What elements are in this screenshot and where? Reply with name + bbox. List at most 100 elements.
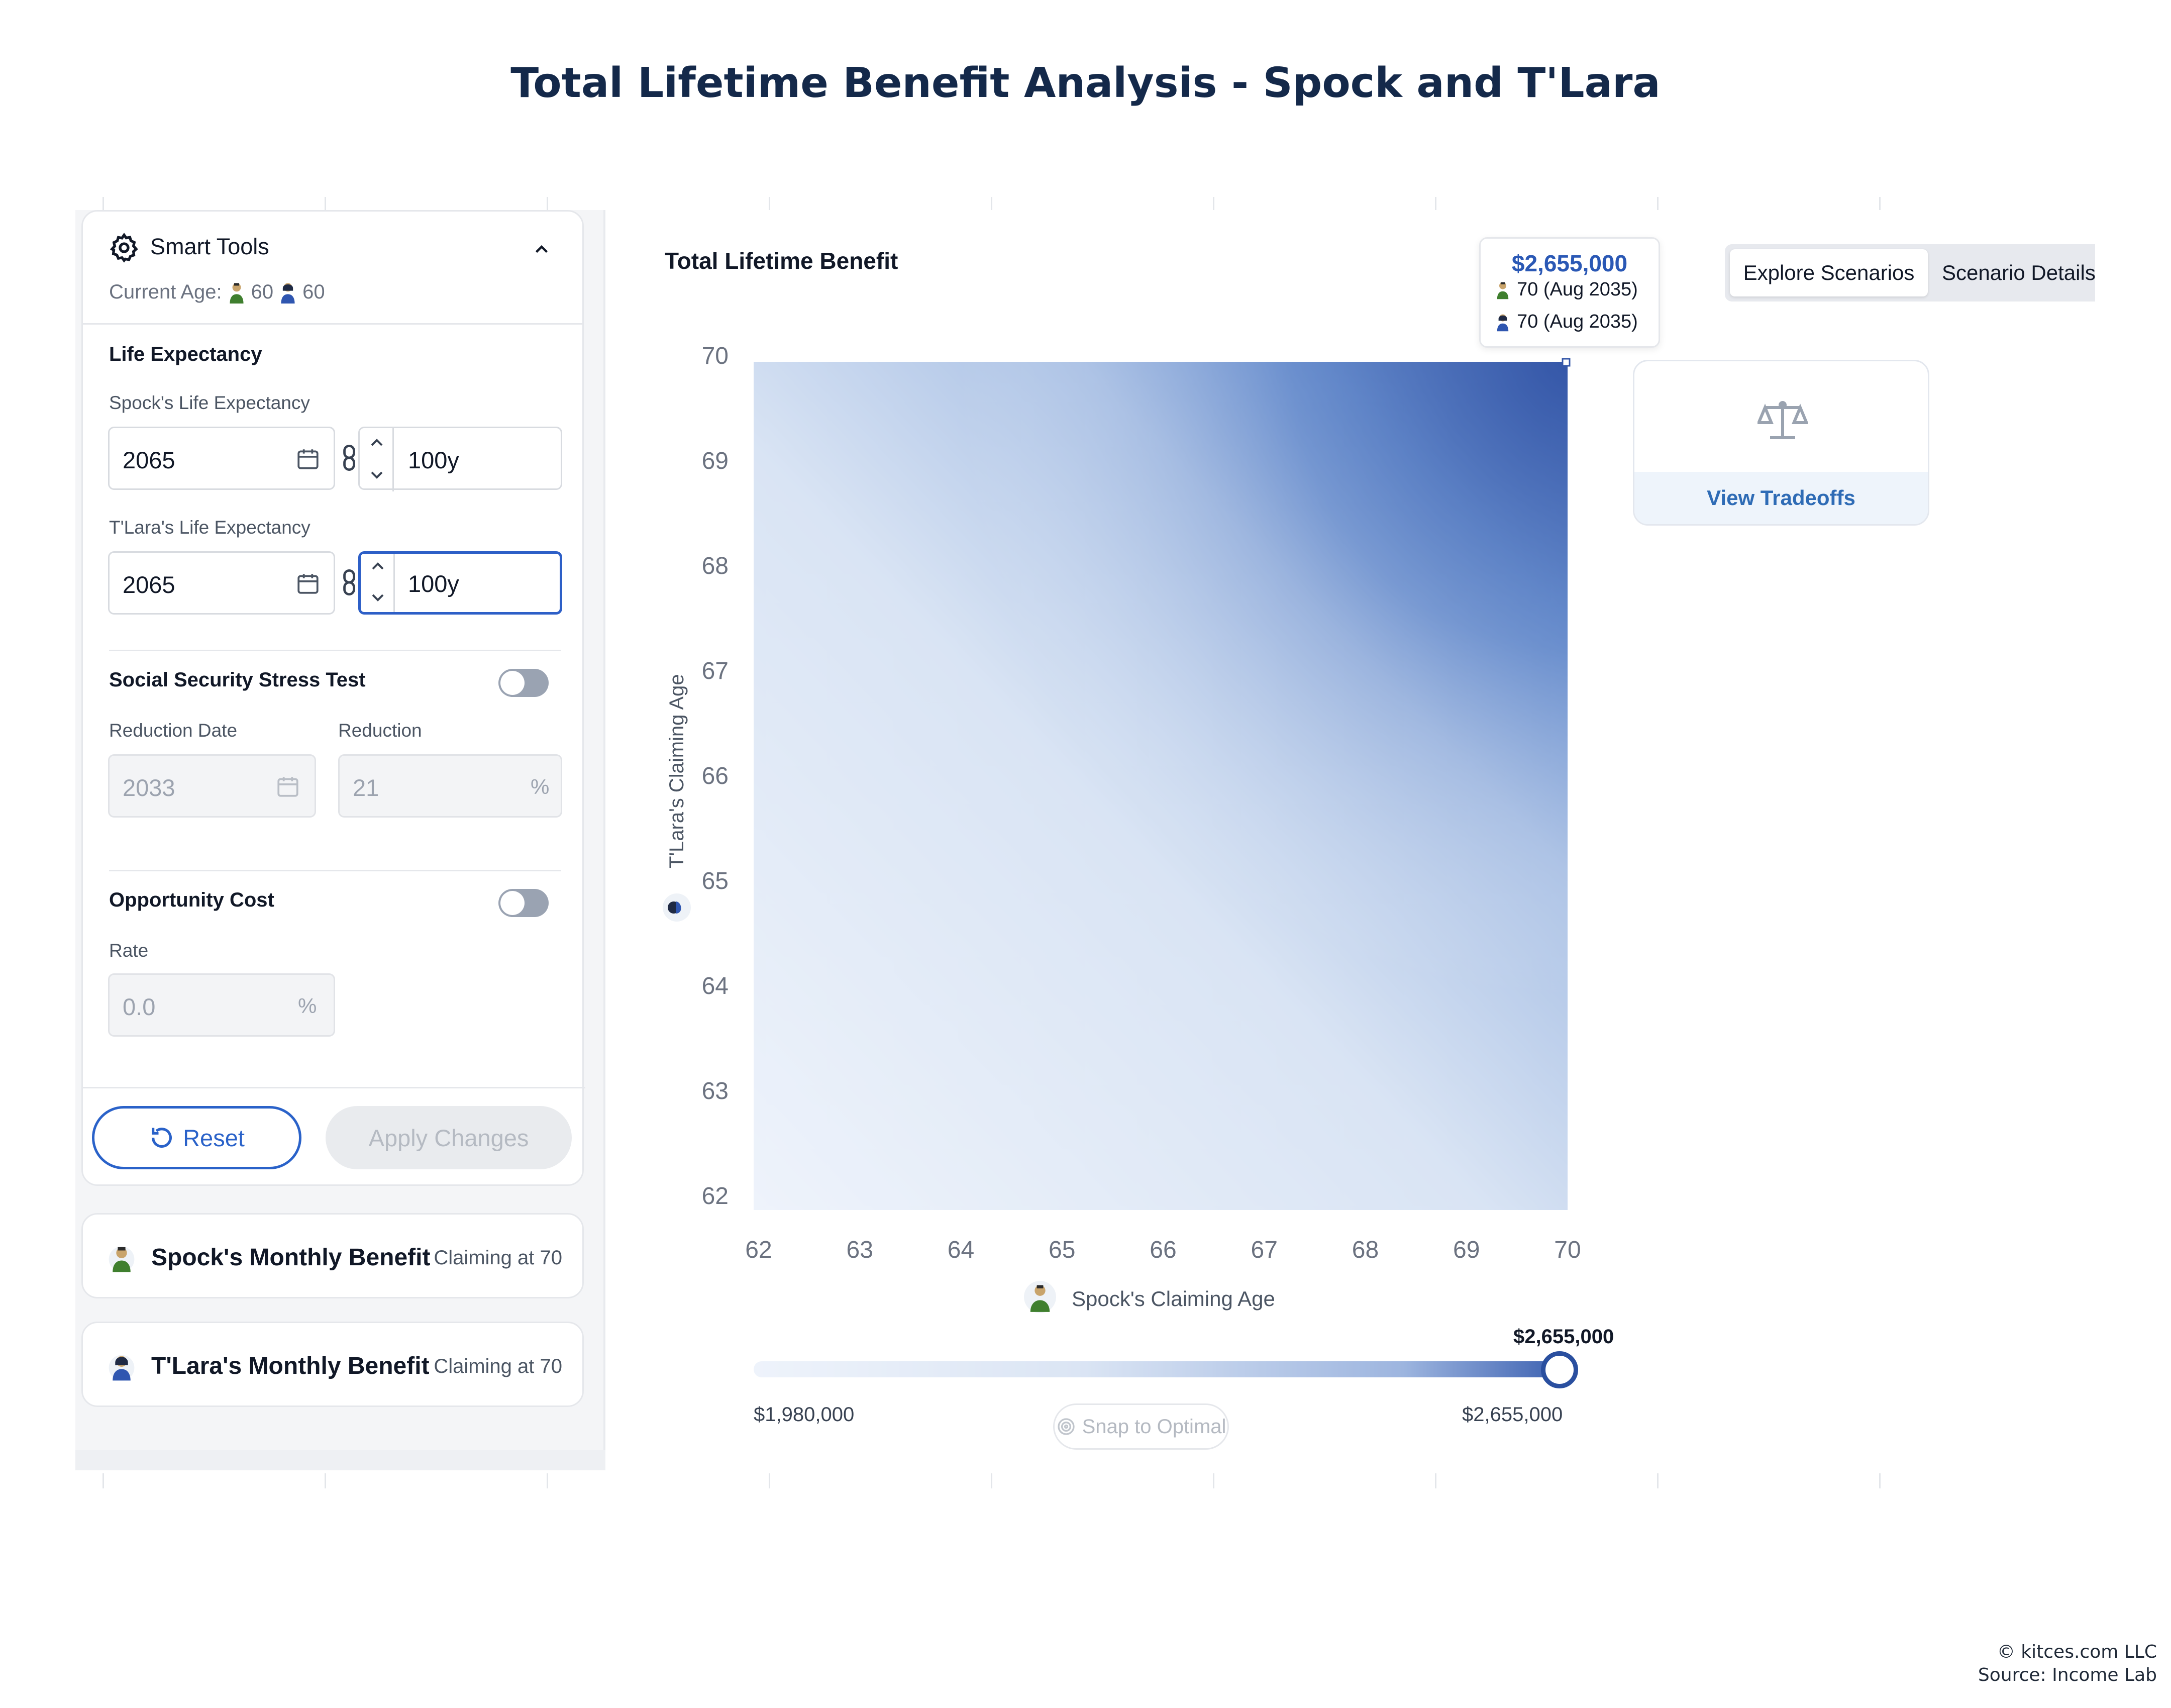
sidebar-footer — [75, 1450, 605, 1470]
chevron-up-icon[interactable] — [371, 561, 385, 571]
percent-unit: % — [298, 994, 317, 1018]
reduction-date-value: 2033 — [123, 774, 175, 801]
current-age: Current Age: 60 60 — [109, 281, 325, 304]
stress-test-toggle[interactable] — [498, 669, 549, 697]
selection-tooltip: $2,655,000 70 (Aug 2035) 70 (Aug 2035) — [1479, 237, 1660, 348]
snap-to-optimal-button[interactable]: Snap to Optimal — [1053, 1403, 1229, 1450]
slider-thumb[interactable] — [1541, 1351, 1578, 1388]
rate-value: 0.0 — [123, 993, 156, 1020]
slider-current-value: $2,655,000 — [1513, 1326, 1614, 1348]
tick — [991, 1473, 992, 1488]
reduction-percent-input[interactable]: 21 % — [338, 754, 562, 818]
current-age-label: Current Age: — [109, 281, 222, 303]
chevron-down-icon[interactable] — [371, 593, 385, 603]
view-tradeoffs-card[interactable]: View Tradeoffs — [1633, 360, 1929, 526]
tooltip-amount: $2,655,000 — [1511, 250, 1628, 276]
tlara-avatar-icon — [281, 282, 295, 304]
calendar-icon[interactable] — [295, 446, 321, 471]
tooltip-tlara-row: 70 (Aug 2035) — [1496, 311, 1638, 333]
tab-scenario-details[interactable]: Scenario Details — [1942, 261, 2095, 284]
age-stepper[interactable] — [360, 428, 394, 491]
spock-life-expectancy-age-input[interactable]: 100y — [358, 427, 562, 491]
copyright: © kitces.com LLC — [1997, 1642, 2157, 1662]
x-tick-label: 65 — [1049, 1237, 1075, 1263]
y-tick-label: 68 — [702, 553, 729, 579]
spock-axis-icon — [1024, 1281, 1056, 1313]
y-tick-label: 64 — [702, 973, 729, 999]
spock-benefit-card[interactable]: Spock's Monthly Benefit Claiming at 70 — [81, 1213, 584, 1298]
opportunity-cost-toggle[interactable] — [498, 889, 549, 917]
stress-test-title: Social Security Stress Test — [109, 669, 366, 691]
reset-icon — [152, 1128, 172, 1148]
spock-age-value: 100y — [408, 447, 459, 473]
reduction-value: 21 — [353, 774, 379, 801]
calendar-icon — [277, 777, 298, 797]
app-window: Smart Tools Current Age: 60 60 — [75, 210, 2095, 1470]
tick — [1657, 197, 1659, 212]
tlara-avatar-icon — [109, 1355, 135, 1381]
scale-icon — [1758, 401, 1808, 439]
tlara-current-age: 60 — [302, 281, 325, 303]
tlara-claim-age: Claiming at 70 — [434, 1355, 562, 1377]
y-tick-label: 66 — [702, 763, 729, 789]
calendar-icon[interactable] — [295, 571, 321, 596]
tlara-avatar-icon — [1497, 314, 1509, 331]
view-tradeoffs-label: View Tradeoffs — [1634, 472, 1928, 524]
percent-unit: % — [531, 775, 550, 798]
spock-year-value: 2065 — [123, 447, 175, 473]
y-tick-label: 67 — [702, 658, 729, 684]
apply-changes-button[interactable]: Apply Changes — [326, 1106, 572, 1169]
tlara-life-expectancy-year-input[interactable]: 2065 — [108, 551, 335, 615]
x-axis-label: Spock's Claiming Age — [1072, 1287, 1275, 1311]
x-tick-label: 69 — [1453, 1237, 1480, 1263]
benefit-range-slider[interactable] — [754, 1361, 1566, 1377]
divider — [83, 1087, 585, 1088]
spock-claim-age: Claiming at 70 — [434, 1247, 562, 1269]
tlara-axis-icon — [663, 893, 691, 922]
link-icon[interactable] — [342, 569, 357, 595]
tick — [547, 197, 548, 212]
tlara-benefit-title: T'Lara's Monthly Benefit — [151, 1353, 430, 1379]
tooltip-tlara-age: 70 (Aug 2035) — [1517, 311, 1638, 332]
link-icon[interactable] — [342, 445, 357, 471]
x-tick-label: 70 — [1554, 1237, 1581, 1263]
tlara-benefit-card[interactable]: T'Lara's Monthly Benefit Claiming at 70 — [81, 1322, 584, 1407]
x-tick-label: 63 — [847, 1237, 873, 1263]
toggle-knob — [500, 891, 525, 915]
tooltip-spock-row: 70 (Aug 2035) — [1496, 279, 1638, 300]
tick — [1435, 197, 1436, 212]
spock-life-expectancy-label: Spock's Life Expectancy — [109, 392, 310, 413]
divider — [109, 650, 561, 651]
snap-label: Snap to Optimal — [1082, 1415, 1226, 1438]
tlara-age-value: 100y — [408, 570, 459, 597]
selected-cell-marker[interactable] — [1562, 358, 1571, 367]
view-tabs: Explore Scenarios Scenario Details — [1725, 244, 2095, 302]
smart-tools-header[interactable]: Smart Tools Current Age: 60 60 — [83, 212, 582, 325]
slider-max-label: $2,655,000 — [1462, 1403, 1563, 1426]
heatmap-chart[interactable]: 62 63 64 65 66 67 68 69 70 62 63 64 65 66 67 68 69 70 — [75, 210, 2095, 1470]
tick — [1879, 197, 1881, 212]
life-expectancy-title: Life Expectancy — [109, 343, 262, 365]
chevron-up-icon[interactable] — [533, 241, 551, 259]
tick — [1213, 197, 1214, 212]
opportunity-cost-title: Opportunity Cost — [109, 889, 274, 911]
tlara-life-expectancy-age-input[interactable]: 100y — [358, 551, 562, 615]
target-icon — [1057, 1418, 1075, 1435]
rate-input[interactable]: 0.0 % — [108, 973, 335, 1037]
reduction-date-input[interactable]: 2033 — [108, 754, 316, 818]
tick — [325, 197, 326, 212]
reset-button[interactable]: Reset — [92, 1106, 301, 1169]
tick — [1879, 1473, 1881, 1488]
reset-label: Reset — [183, 1124, 245, 1151]
age-stepper[interactable] — [361, 554, 395, 612]
tick — [769, 197, 770, 212]
y-axis-label: T'Lara's Claiming Age — [666, 674, 688, 868]
tab-explore-scenarios[interactable]: Explore Scenarios — [1730, 249, 1928, 296]
chevron-up-icon[interactable] — [370, 437, 384, 447]
chevron-down-icon[interactable] — [370, 470, 384, 480]
tick — [991, 197, 992, 212]
y-tick-label: 65 — [702, 868, 729, 894]
tick — [1435, 1473, 1436, 1488]
tlara-year-value: 2065 — [123, 571, 175, 598]
spock-life-expectancy-year-input[interactable]: 2065 — [108, 427, 335, 490]
